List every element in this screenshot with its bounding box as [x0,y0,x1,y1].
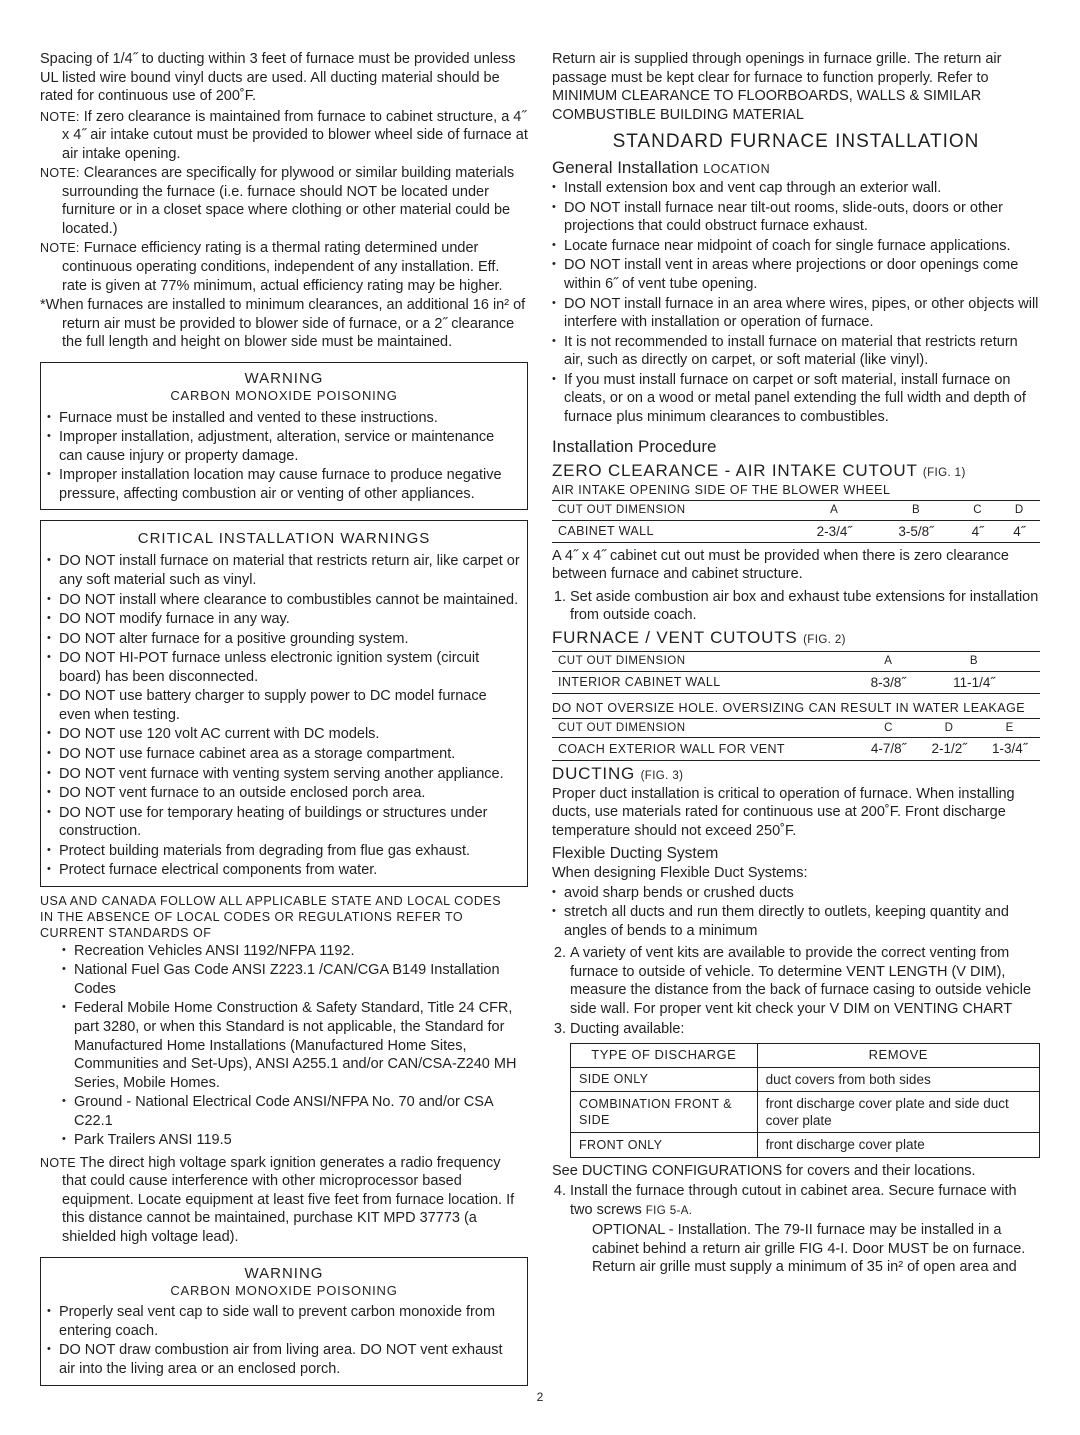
warning2-title: WARNING [47,1264,521,1283]
warning-list-2: Properly seal vent cap to side wall to p… [47,1303,521,1378]
crit-item: DO NOT use battery charger to supply pow… [47,687,521,724]
flex-item: avoid sharp bends or crushed ducts [552,884,1040,903]
flex-item: stretch all ducts and run them directly … [552,903,1040,940]
crit-item: DO NOT use 120 volt AC current with DC m… [47,725,521,744]
flex-duct-list: avoid sharp bends or crushed ducts stret… [552,884,1040,941]
crit-item: DO NOT vent furnace with venting system … [47,765,521,784]
step-2: A variety of vent kits are available to … [570,944,1040,1018]
spacing-paragraph: Spacing of 1/4˝ to ducting within 3 feet… [40,50,528,106]
gen-item: Locate furnace near midpoint of coach fo… [552,237,1040,256]
star-note: *When furnaces are installed to minimum … [40,296,528,352]
note-1: NOTE: If zero clearance is maintained fr… [40,108,528,164]
step-3: Ducting available: [570,1020,1040,1039]
install-procedure-heading: Installation Procedure [552,436,1040,458]
warning-list-1: Furnace must be installed and vented to … [47,409,521,504]
page-number: 2 [40,1390,1040,1405]
flex-duct-lead: When designing Flexible Duct Systems: [552,864,1040,883]
code-item: National Fuel Gas Code ANSI Z223.1 /CAN/… [62,961,528,998]
codes-heading: USA AND CANADA FOLLOW ALL APPLICABLE STA… [40,893,528,909]
codes-list: Recreation Vehicles ANSI 1192/NFPA 1192.… [62,942,528,1150]
two-column-layout: Spacing of 1/4˝ to ducting within 3 feet… [40,50,1040,1386]
warning2-subtitle: CARBON MONOXIDE POISONING [47,1283,521,1300]
cutout-table-2: CUT OUT DIMENSION A B INTERIOR CABINET W… [552,651,1040,694]
code-item: Park Trailers ANSI 119.5 [62,1131,528,1150]
warn2-item: DO NOT draw combustion air from living a… [47,1341,521,1378]
furnace-vent-heading: FURNACE / VENT CUTOUTS (FIG. 2) [552,627,1040,649]
procedure-list: Set aside combustion air box and exhaust… [552,588,1040,625]
warning-title: WARNING [47,369,521,388]
after-tbl1: A 4˝ x 4˝ cabinet cut out must be provid… [552,547,1040,584]
gen-item: DO NOT install furnace in an area where … [552,295,1040,332]
critical-list: DO NOT install furnace on material that … [47,552,521,879]
ducting-heading: DUCTING (FIG. 3) [552,763,1040,785]
code-item: Recreation Vehicles ANSI 1192/NFPA 1192. [62,942,528,961]
critical-title: CRITICAL INSTALLATION WARNINGS [47,529,521,548]
step-1: Set aside combustion air box and exhaust… [570,588,1040,625]
cutout-table-3: CUT OUT DIMENSION C D E COACH EXTERIOR W… [552,718,1040,761]
crit-item: DO NOT modify furnace in any way. [47,610,521,629]
gen-item: It is not recommended to install furnace… [552,333,1040,370]
flex-duct-heading: Flexible Ducting System [552,844,1040,864]
crit-item: DO NOT install where clearance to combus… [47,591,521,610]
warn1-item: Improper installation location may cause… [47,466,521,503]
gen-item: DO NOT install furnace near tilt-out roo… [552,199,1040,236]
note-2: NOTE: Clearances are specifically for pl… [40,164,528,238]
crit-item: DO NOT vent furnace to an outside enclos… [47,784,521,803]
codes-subheading: IN THE ABSENCE OF LOCAL CODES OR REGULAT… [40,909,528,941]
crit-item: DO NOT HI-POT furnace unless electronic … [47,649,521,686]
notes-block: NOTE: If zero clearance is maintained fr… [40,108,528,352]
standard-install-heading: STANDARD FURNACE INSTALLATION [552,130,1040,154]
warning-subtitle: CARBON MONOXIDE POISONING [47,388,521,405]
ducting-paragraph: Proper duct installation is critical to … [552,785,1040,841]
see-ducting: See DUCTING CONFIGURATIONS for covers an… [552,1162,1040,1181]
note-rf: NOTE The direct high voltage spark ignit… [40,1154,528,1247]
cutout-table-1: CUT OUT DIMENSION A B C D CABINET WALL 2… [552,500,1040,543]
crit-item: Protect furnace electrical components fr… [47,861,521,880]
optional-install: OPTIONAL - Installation. The 79-II furna… [552,1221,1040,1277]
crit-item: DO NOT install furnace on material that … [47,552,521,589]
zero-sub: AIR INTAKE OPENING SIDE OF THE BLOWER WH… [552,482,1040,498]
crit-item: DO NOT use furnace cabinet area as a sto… [47,745,521,764]
return-air-paragraph: Return air is supplied through openings … [552,50,1040,124]
warning-box-2: WARNING CARBON MONOXIDE POISONING Proper… [40,1257,528,1386]
crit-item: DO NOT alter furnace for a positive grou… [47,630,521,649]
code-item: Federal Mobile Home Construction & Safet… [62,999,528,1092]
warn2-item: Properly seal vent cap to side wall to p… [47,1303,521,1340]
gen-item: Install extension box and vent cap throu… [552,179,1040,198]
warn1-item: Improper installation, adjustment, alter… [47,428,521,465]
code-item: Ground - National Electrical Code ANSI/N… [62,1093,528,1130]
procedure-list-4: Install the furnace through cutout in ca… [552,1182,1040,1219]
step-4: Install the furnace through cutout in ca… [570,1182,1040,1219]
procedure-list-cont: A variety of vent kits are available to … [552,944,1040,1039]
general-install-heading: General Installation LOCATION [552,157,1040,179]
general-list: Install extension box and vent cap throu… [552,179,1040,426]
critical-warnings-box: CRITICAL INSTALLATION WARNINGS DO NOT in… [40,520,528,886]
warn1-item: Furnace must be installed and vented to … [47,409,521,428]
note-3: NOTE: Furnace efficiency rating is a the… [40,239,528,295]
left-column: Spacing of 1/4˝ to ducting within 3 feet… [40,50,528,1386]
right-column: Return air is supplied through openings … [552,50,1040,1386]
gen-item: DO NOT install vent in areas where proje… [552,256,1040,293]
warning-box-1: WARNING CARBON MONOXIDE POISONING Furnac… [40,362,528,511]
zero-clearance-heading: ZERO CLEARANCE - AIR INTAKE CUTOUT (FIG.… [552,460,1040,482]
crit-item: DO NOT use for temporary heating of buil… [47,804,521,841]
discharge-table: TYPE OF DISCHARGE REMOVE SIDE ONLY duct … [570,1043,1040,1158]
crit-item: Protect building materials from degradin… [47,842,521,861]
oversize-warning: DO NOT OVERSIZE HOLE. OVERSIZING CAN RES… [552,700,1040,716]
gen-item: If you must install furnace on carpet or… [552,371,1040,427]
